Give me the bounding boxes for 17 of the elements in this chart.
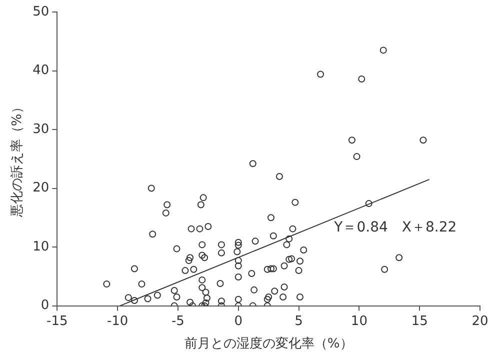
x-tick-label: -15 bbox=[46, 314, 68, 329]
x-tick-label: -5 bbox=[171, 314, 184, 329]
x-tick-label: 20 bbox=[472, 314, 488, 329]
annotation: Y＝0.84 X＋8.22 bbox=[333, 220, 457, 236]
y-axis-title: 悪化の訴え率（%） bbox=[9, 100, 26, 218]
x-tick-label: 10 bbox=[350, 314, 368, 329]
x-axis-title: 前月との湿度の変化率（%） bbox=[184, 336, 353, 352]
y-tick-label: 50 bbox=[32, 4, 50, 20]
y-tick-label: 0 bbox=[40, 298, 50, 314]
y-tick-label: 40 bbox=[32, 63, 50, 78]
y-tick-label: 30 bbox=[32, 122, 50, 137]
x-tick-label: -10 bbox=[106, 314, 128, 329]
y-tick-label: 10 bbox=[32, 239, 50, 254]
y-tick-label: 20 bbox=[32, 180, 50, 196]
x-tick-label: 15 bbox=[411, 314, 428, 329]
x-tick-label: 0 bbox=[234, 314, 243, 329]
x-tick-label: 5 bbox=[294, 314, 303, 329]
